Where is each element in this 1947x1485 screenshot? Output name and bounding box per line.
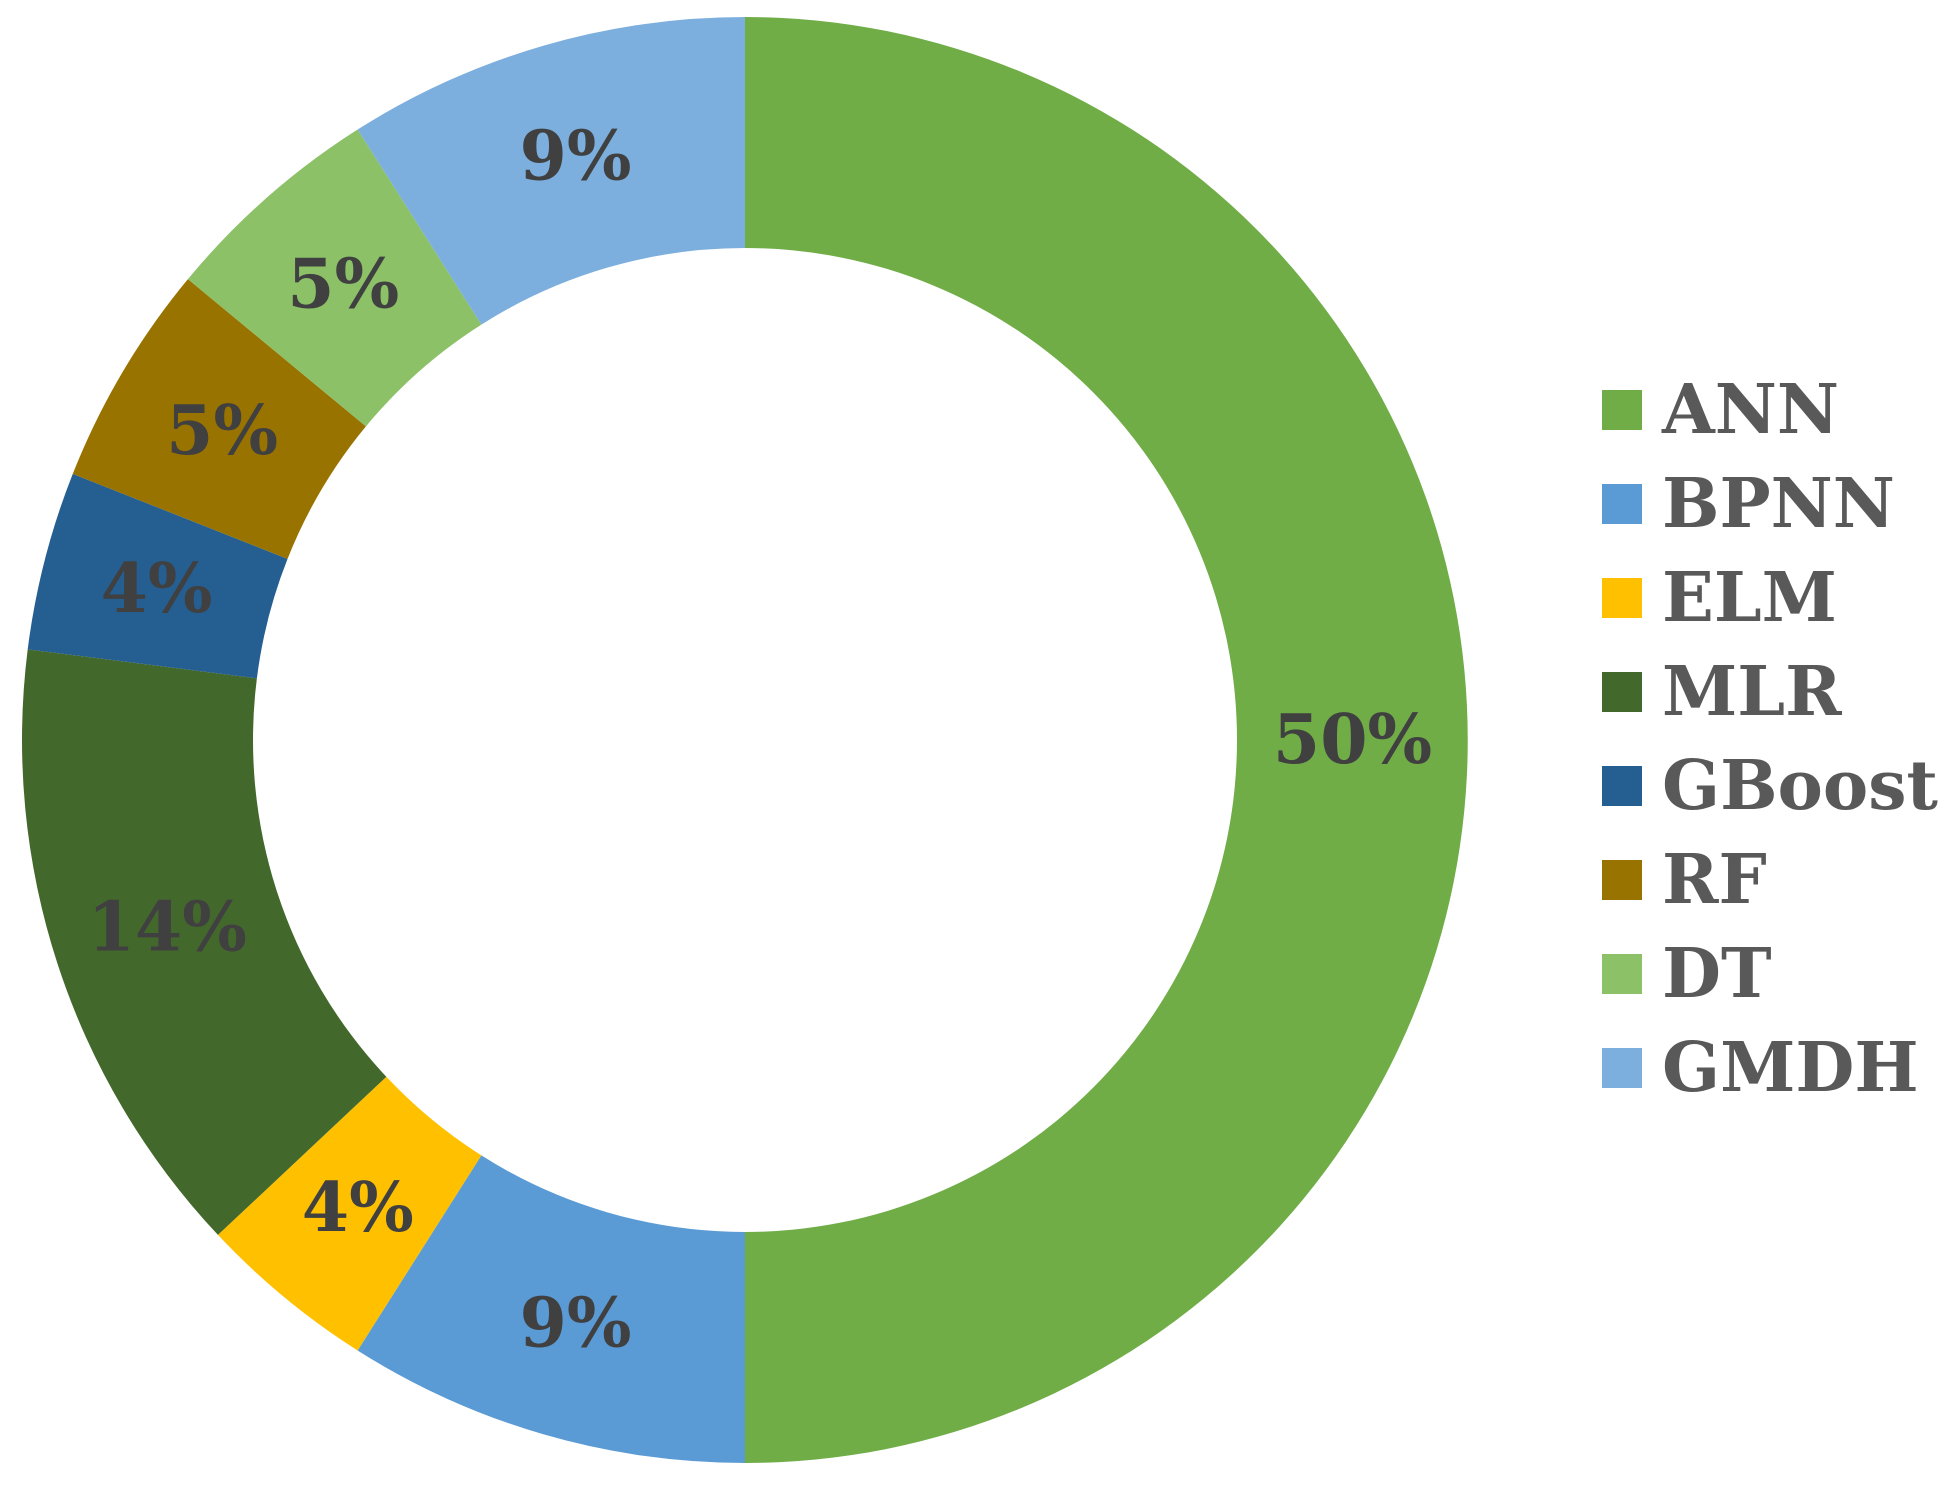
legend-label-bpnn: BPNN [1662, 464, 1895, 544]
legend-swatch-elm [1602, 578, 1642, 618]
donut-slices [21, 17, 1468, 1463]
legend-label-elm: ELM [1662, 558, 1837, 638]
data-label-gboost: 4% [101, 549, 213, 629]
data-label-mlr: 14% [88, 888, 247, 968]
data-label-ann: 50% [1273, 700, 1432, 780]
legend: ANN BPNN ELM MLR GBoost RF DT GMDH [1602, 370, 1939, 1108]
legend-label-dt: DT [1662, 934, 1772, 1014]
data-label-dt: 5% [287, 244, 399, 324]
slice-elm [217, 1076, 482, 1351]
legend-label-ann: ANN [1661, 370, 1839, 450]
legend-swatch-gboost [1602, 766, 1642, 806]
slice-rf [72, 279, 366, 559]
slice-bpnn [357, 1155, 745, 1463]
data-label-elm: 4% [302, 1168, 414, 1248]
slice-ann [745, 17, 1468, 1463]
legend-swatch-bpnn [1602, 484, 1642, 524]
data-labels: 50% 9% 4% 14% 4% 5%5% 9% [88, 117, 1433, 1364]
slice-gboost [27, 473, 288, 679]
data-label-bpnn: 9% [520, 1283, 632, 1363]
legend-label-mlr: MLR [1662, 652, 1842, 732]
legend-swatch-dt [1602, 954, 1642, 994]
legend-swatch-ann [1602, 390, 1642, 430]
legend-swatch-mlr [1602, 672, 1642, 712]
slice-dt [187, 129, 482, 427]
legend-swatch-gmdh [1602, 1048, 1642, 1088]
slice-gmdh [357, 17, 745, 325]
data-label-rf: 5% [166, 391, 278, 471]
legend-swatch-rf [1602, 860, 1642, 900]
data-label-gmdh: 9% [520, 117, 632, 197]
legend-label-rf: RF [1662, 840, 1767, 920]
legend-label-gmdh: GMDH [1662, 1028, 1919, 1108]
legend-label-gboost: GBoost [1662, 746, 1939, 826]
slice-mlr [21, 649, 387, 1235]
